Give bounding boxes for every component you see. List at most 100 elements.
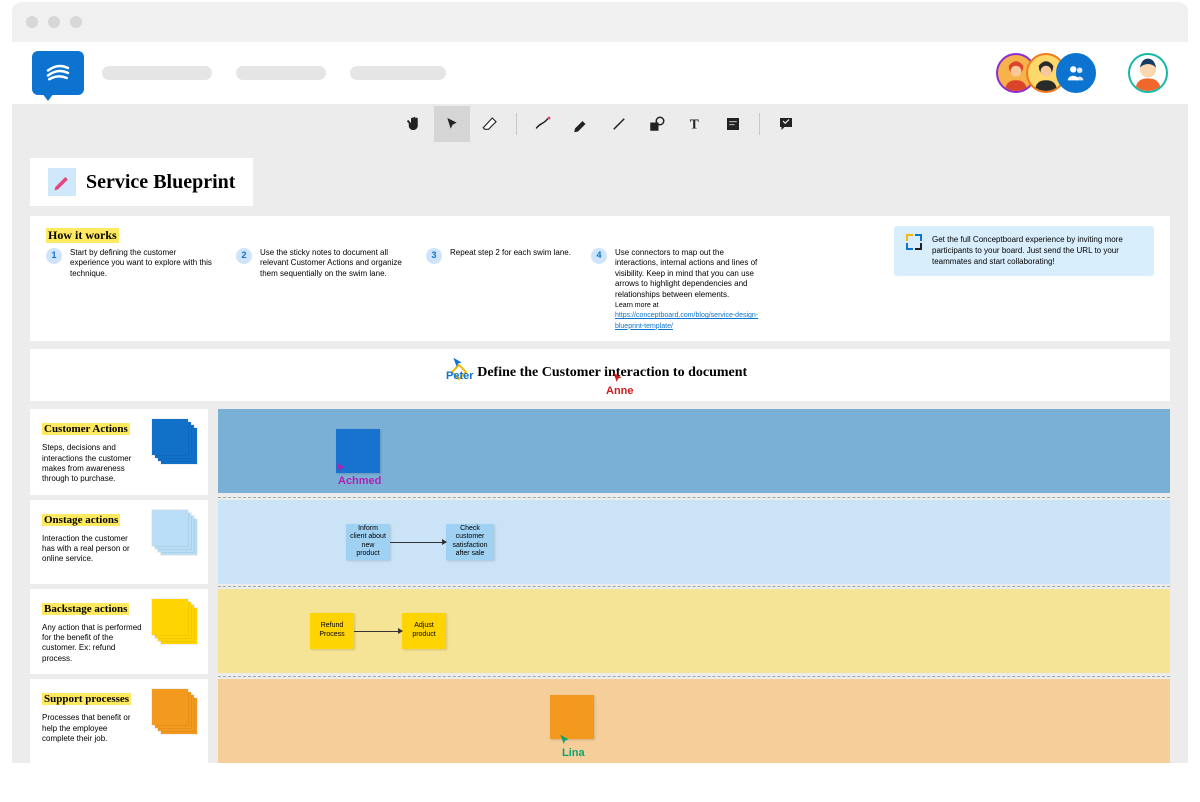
lane-title: Customer Actions xyxy=(42,423,130,435)
sticky-stack-icon xyxy=(152,689,196,737)
sticky-note[interactable]: Check customer satisfaction after sale xyxy=(446,524,494,560)
group-icon xyxy=(1065,62,1087,84)
define-card: Define the Customer interaction to docum… xyxy=(30,349,1170,401)
line-tool[interactable] xyxy=(601,106,637,142)
collaborator-cursor: Lina xyxy=(558,733,585,759)
crumb-placeholder xyxy=(102,66,212,80)
eraser-tool[interactable] xyxy=(472,106,508,142)
pen-tool[interactable] xyxy=(525,106,561,142)
sticky-note[interactable]: Adjust product xyxy=(402,613,446,649)
promo-text: Get the full Conceptboard experience by … xyxy=(932,234,1142,268)
toolbar-separator xyxy=(759,113,760,135)
collaborator-avatars xyxy=(996,53,1168,93)
how-step: 1 Start by defining the customer experien… xyxy=(46,248,216,331)
sticky-note[interactable]: Inform client about new product xyxy=(346,524,390,560)
toolbar-separator xyxy=(516,113,517,135)
comment-icon xyxy=(777,115,795,133)
lane-body[interactable]: Inform client about new product Check cus… xyxy=(218,500,1170,584)
text-tool[interactable]: T xyxy=(677,106,713,142)
connector-arrow xyxy=(354,631,402,632)
avatar[interactable] xyxy=(1056,53,1096,93)
sticky-stack-icon xyxy=(152,419,196,467)
note-icon xyxy=(724,115,742,133)
lane-label: Customer Actions Steps, decisions and int… xyxy=(30,409,208,495)
learn-more-link[interactable]: https://conceptboard.com/blog/service-de… xyxy=(615,312,758,329)
swim-lane: Backstage actions Any action that is perf… xyxy=(30,589,1170,675)
line-icon xyxy=(610,115,628,133)
step-text: Start by defining the customer experienc… xyxy=(70,248,216,331)
lane-body[interactable]: Lina xyxy=(218,679,1170,763)
marker-icon xyxy=(572,115,590,133)
step-number: 3 xyxy=(426,248,442,264)
lane-label: Support processes Processes that benefit … xyxy=(30,679,208,763)
marker-tool[interactable] xyxy=(563,106,599,142)
step-number: 1 xyxy=(46,248,62,264)
swim-lane: Onstage actions Interaction the customer … xyxy=(30,500,1170,584)
current-user-avatar[interactable] xyxy=(1128,53,1168,93)
step-text: Use connectors to map out the interactio… xyxy=(615,248,761,331)
sticky-note[interactable]: Refund Process xyxy=(310,613,354,649)
eraser-icon xyxy=(481,115,499,133)
lane-label: Onstage actions Interaction the customer … xyxy=(30,500,208,584)
how-step: 4 Use connectors to map out the interacti… xyxy=(591,248,761,331)
lane-desc: Any action that is performed for the ben… xyxy=(42,623,142,665)
lane-title: Support processes xyxy=(42,693,131,705)
how-it-works-card: How it works 1 Start by defining the cust… xyxy=(30,216,1170,341)
collaborator-cursor: Peter xyxy=(442,356,474,382)
logo-swirl-icon xyxy=(43,58,73,88)
lane-desc: Steps, decisions and interactions the cu… xyxy=(42,443,142,485)
person-icon xyxy=(1130,53,1166,93)
comment-tool[interactable] xyxy=(768,106,804,142)
expand-icon xyxy=(906,234,922,250)
pointer-tool[interactable] xyxy=(434,106,470,142)
lane-title: Onstage actions xyxy=(42,514,120,526)
window-dot xyxy=(70,16,82,28)
browser-chrome xyxy=(12,2,1188,42)
how-step: 3 Repeat step 2 for each swim lane. xyxy=(426,248,571,331)
top-bar xyxy=(12,42,1188,104)
swim-lane: Customer Actions Steps, decisions and int… xyxy=(30,409,1170,495)
hand-tool[interactable] xyxy=(396,106,432,142)
swim-lane: Support processes Processes that benefit … xyxy=(30,679,1170,763)
pen-icon xyxy=(534,115,552,133)
lane-body[interactable]: Refund Process Adjust product xyxy=(218,589,1170,673)
step-number: 4 xyxy=(591,248,607,264)
shape-icon xyxy=(648,115,666,133)
board-title: Service Blueprint xyxy=(86,171,235,194)
title-card: Service Blueprint xyxy=(30,158,253,206)
window-dot xyxy=(48,16,60,28)
connector-arrow xyxy=(390,542,446,543)
window-dot xyxy=(26,16,38,28)
lane-label: Backstage actions Any action that is perf… xyxy=(30,589,208,675)
crumb-placeholder xyxy=(350,66,446,80)
text-icon: T xyxy=(686,115,704,133)
app-logo[interactable] xyxy=(32,51,84,95)
step-text: Use the sticky notes to document all rel… xyxy=(260,248,406,331)
breadcrumb xyxy=(102,66,446,80)
lane-separator xyxy=(218,676,1170,677)
tool-toolbar: T xyxy=(12,104,1188,144)
lane-separator xyxy=(218,586,1170,587)
lane-desc: Interaction the customer has with a real… xyxy=(42,534,142,565)
sticky-stack-icon xyxy=(152,599,196,647)
lane-title: Backstage actions xyxy=(42,603,129,615)
canvas-area[interactable]: Service Blueprint How it works 1 Start by… xyxy=(12,144,1188,763)
step-text: Repeat step 2 for each swim lane. xyxy=(450,248,571,331)
how-heading: How it works xyxy=(46,228,119,243)
pointer-icon xyxy=(444,116,460,132)
collaborator-cursor: Anne xyxy=(602,371,634,397)
sticky-stack-icon xyxy=(152,510,196,558)
lane-separator xyxy=(218,497,1170,498)
hand-icon xyxy=(405,115,423,133)
promo-box: Get the full Conceptboard experience by … xyxy=(894,226,1154,276)
note-tool[interactable] xyxy=(715,106,751,142)
shape-tool[interactable] xyxy=(639,106,675,142)
swim-lanes: Customer Actions Steps, decisions and int… xyxy=(30,409,1170,763)
step-number: 2 xyxy=(236,248,252,264)
svg-text:T: T xyxy=(690,117,699,132)
how-step: 2 Use the sticky notes to document all re… xyxy=(236,248,406,331)
lane-body[interactable]: Achmed xyxy=(218,409,1170,493)
collaborator-cursor: Achmed xyxy=(334,461,381,487)
pencil-icon xyxy=(48,168,76,196)
lane-desc: Processes that benefit or help the emplo… xyxy=(42,713,142,744)
